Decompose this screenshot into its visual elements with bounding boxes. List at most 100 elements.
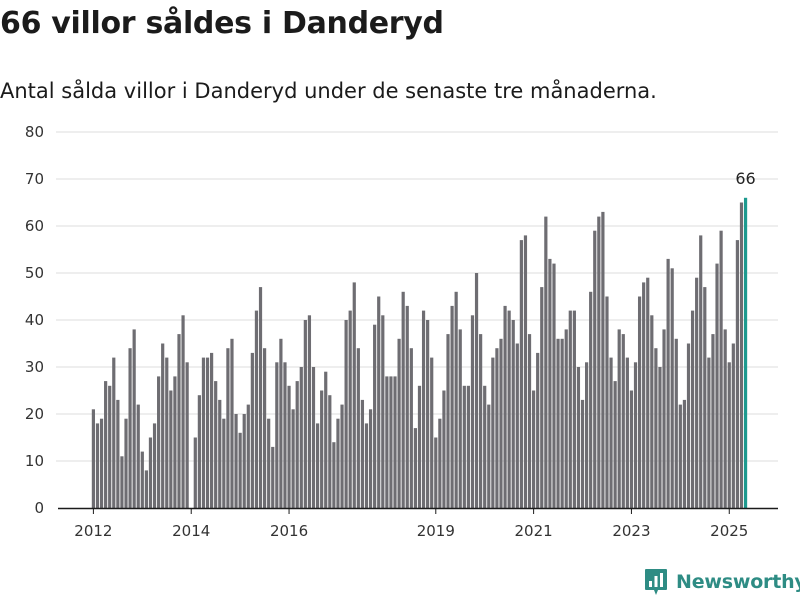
bar [552,263,556,508]
bar [434,437,438,508]
bar [650,315,654,508]
bar [360,399,365,508]
bar [279,338,283,508]
bar [731,343,735,508]
bar [344,320,348,508]
bar [503,305,507,508]
bar [205,357,210,508]
bar [230,338,234,508]
bar [234,414,238,508]
bar [723,329,727,508]
bar [405,305,409,508]
x-axis-ticks: 2012 2014 2016 2019 2021 2023 2025 [74,508,748,540]
bar [560,338,564,508]
bar [148,437,153,508]
bar [413,428,417,508]
bar [368,409,373,508]
bar [124,418,128,508]
bar [144,470,148,508]
y-tick-label: 30 [25,358,44,376]
bar [695,277,699,508]
bar [580,399,585,508]
bar [108,385,112,508]
bar [507,310,511,508]
y-tick-label: 60 [25,217,44,235]
bar [210,352,214,508]
latest-value-label: 66 [735,169,755,188]
bar [454,291,458,508]
bar [593,230,597,508]
bar [589,291,593,508]
bar [568,310,572,508]
x-tick-label: 2016 [270,522,308,540]
bar [670,268,674,508]
bar [324,371,328,508]
bar [625,357,629,508]
bar [540,287,544,508]
bar [462,385,466,508]
bar [499,338,503,508]
x-tick-label: 2025 [710,522,748,540]
bar [442,390,446,508]
x-tick-label: 2023 [612,522,650,540]
bar [662,329,666,508]
bar [621,334,625,508]
bar [646,277,650,508]
bar [197,395,201,508]
bar [128,348,132,508]
bar [356,348,360,508]
bar [401,291,405,508]
bar [719,230,723,508]
data-labels: 66 [735,169,755,188]
bar [519,240,523,508]
x-tick-label: 2012 [74,522,112,540]
newsworthy-brand: Newsworthy [644,568,800,596]
bar [116,399,120,508]
bar [564,329,568,508]
bar [711,334,715,508]
bar [544,216,548,508]
bar [287,385,291,508]
bar [291,409,295,508]
bar [193,437,197,508]
bar [483,385,487,508]
bar [682,399,687,508]
bar [495,348,499,508]
bar [703,287,707,508]
bar [283,362,287,508]
bar [597,216,601,508]
bar [377,296,381,508]
bar [556,338,560,508]
chart-subtitle: Antal sålda villor i Danderyd under de s… [0,79,657,103]
bar [430,357,434,508]
bar [201,357,206,508]
y-axis-ticks: 0 10 20 30 40 50 60 70 80 [25,123,44,517]
bar [173,376,177,508]
bar [340,404,344,508]
y-tick-label: 10 [25,452,44,470]
bar [576,367,581,508]
bar [262,348,267,508]
bar [572,310,576,508]
bar [120,456,124,508]
bar [605,296,609,508]
y-tick-label: 40 [25,311,44,329]
bar [536,352,540,508]
bar [479,334,483,508]
bar [658,367,662,508]
bar [267,418,271,508]
bar [246,404,250,508]
bar [373,324,377,508]
bar [397,338,401,508]
bar [320,390,324,508]
bar [311,367,316,508]
bar [707,357,711,508]
bar [686,343,691,508]
bar [352,282,356,508]
bar [271,446,275,508]
bar [104,381,108,508]
bar [585,362,589,508]
bar [438,418,442,508]
bar [307,315,312,508]
bar [336,418,340,508]
